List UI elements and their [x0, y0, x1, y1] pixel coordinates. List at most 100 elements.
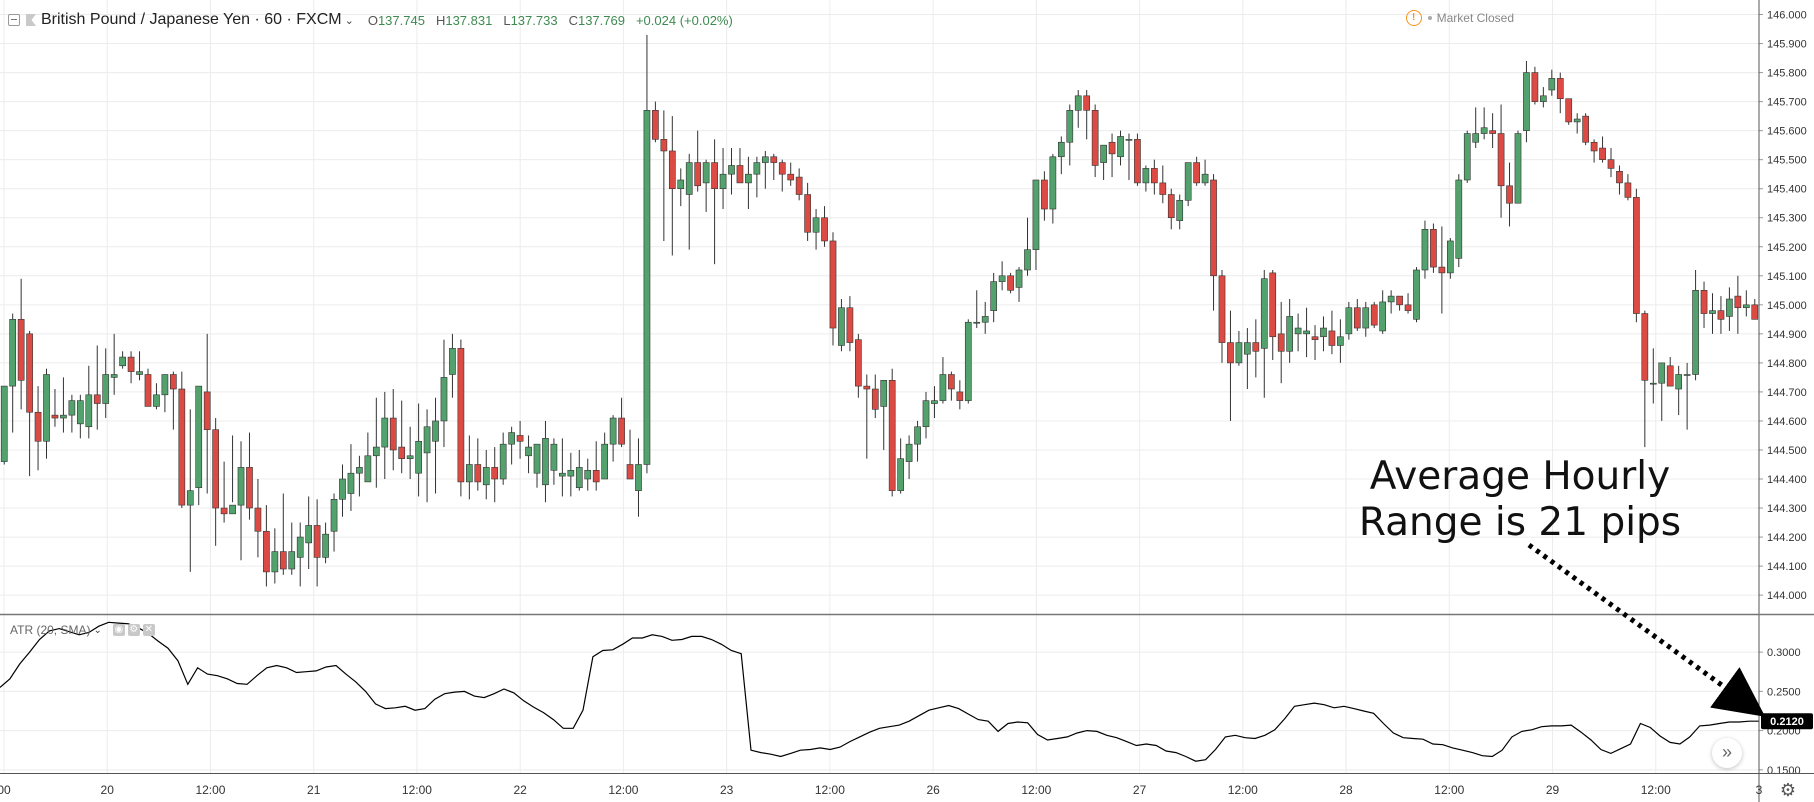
- candle-body: [1074, 95, 1082, 111]
- candle-body: [829, 240, 837, 329]
- time-label: 27: [1133, 783, 1147, 797]
- double-chevron-right-icon[interactable]: »: [1712, 738, 1742, 768]
- candle-body: [1742, 304, 1750, 309]
- settings-icon[interactable]: ⚙: [127, 624, 140, 636]
- candle-body: [1666, 365, 1674, 387]
- time-label: 12:00: [1021, 783, 1051, 797]
- candle-body: [1599, 147, 1606, 160]
- candle-body: [542, 438, 549, 486]
- atr-label[interactable]: ATR (20, SMA): [10, 623, 91, 637]
- candle-body: [110, 374, 118, 378]
- annotation-line-2: Range is 21 pips: [1358, 500, 1682, 545]
- candle-body: [1353, 307, 1361, 329]
- time-label: 12:00: [815, 783, 845, 797]
- candle-body: [702, 162, 710, 184]
- atr-pane[interactable]: [0, 621, 1759, 762]
- candle-body: [821, 217, 828, 242]
- candle-body: [1201, 173, 1209, 184]
- candle-body: [491, 467, 499, 480]
- annotation-line-1: Average Hourly: [1369, 454, 1671, 499]
- candle-body: [905, 443, 913, 462]
- candle-body: [1227, 342, 1234, 364]
- candle-body: [609, 417, 617, 445]
- grid-lines: [0, 0, 1760, 773]
- price-change: +0.024 (+0.02%): [635, 12, 733, 28]
- time-label: 22: [513, 783, 527, 797]
- price-tick-label: 145.200: [1767, 242, 1807, 254]
- candle-body: [220, 507, 228, 515]
- candle-body: [339, 478, 346, 500]
- time-label: 12:00: [1641, 783, 1671, 797]
- candle-body: [356, 467, 363, 474]
- candle-body: [34, 411, 42, 442]
- candle-body: [1413, 269, 1420, 320]
- candle-body: [449, 348, 456, 375]
- atr-chevron-down-icon[interactable]: ⌄: [93, 624, 102, 636]
- candle-body: [1514, 133, 1522, 204]
- candle-body: [1049, 156, 1057, 210]
- candle-body: [398, 446, 406, 459]
- candle-body: [677, 179, 685, 189]
- candle-body: [964, 321, 972, 401]
- candle-body: [364, 455, 372, 483]
- collapse-icon[interactable]: [8, 14, 20, 26]
- market-status-label: Market Closed: [1436, 11, 1514, 25]
- candle-body: [1370, 304, 1378, 326]
- candle-body: [127, 356, 135, 372]
- candle-body: [1624, 182, 1632, 198]
- atr-value-badge: [1761, 713, 1813, 730]
- candle-body: [575, 467, 583, 489]
- candle-body: [279, 551, 287, 570]
- candle-body: [618, 417, 625, 445]
- candle-body: [956, 391, 964, 401]
- candle-body: [68, 400, 76, 416]
- candle-body: [855, 339, 862, 387]
- candle-body: [1193, 162, 1200, 184]
- candle-body: [914, 426, 921, 445]
- price-tick-label: 145.500: [1767, 155, 1807, 167]
- price-tick-label: 144.600: [1767, 416, 1807, 428]
- candle-body: [1100, 144, 1107, 163]
- candle-body: [457, 348, 465, 483]
- candle-body: [516, 435, 524, 442]
- candle-body: [1616, 170, 1623, 184]
- candle-body: [1244, 342, 1251, 355]
- symbol-title[interactable]: British Pound / Japanese Yen · 60 · FXCM: [41, 11, 342, 28]
- candle-body: [998, 275, 1006, 282]
- candle-body: [415, 440, 422, 474]
- candle-body: [1294, 327, 1302, 335]
- candle-body: [1489, 130, 1496, 134]
- time-axis[interactable]: 00 20 12:00 21 12:00 22 12:00 23 12:00 26 12:00 27 1…: [0, 783, 1763, 797]
- candle-body: [322, 533, 329, 558]
- candle-body: [1260, 278, 1268, 349]
- candle-body: [990, 281, 998, 311]
- candle-body: [1717, 310, 1725, 320]
- candle-body: [1607, 159, 1615, 169]
- close-icon[interactable]: ✕: [142, 624, 155, 636]
- eye-icon[interactable]: ◉: [112, 624, 125, 636]
- candle-body: [1404, 304, 1412, 311]
- candle-body: [1523, 72, 1530, 131]
- candle-body: [711, 162, 718, 189]
- candle-body: [1692, 290, 1699, 375]
- candle-body: [93, 394, 101, 404]
- candle-body: [1328, 330, 1336, 346]
- candle-body: [288, 551, 296, 570]
- candle-body: [559, 472, 566, 477]
- atr-tick-label: 0.2500: [1767, 686, 1801, 698]
- chevron-down-icon[interactable]: ⌄: [344, 14, 354, 27]
- candle-body: [939, 374, 947, 401]
- candle-body: [1150, 168, 1158, 184]
- candle-body: [1396, 295, 1403, 306]
- candle-body: [76, 400, 84, 425]
- price-pane[interactable]: [0, 34, 1759, 587]
- candle-body: [1337, 336, 1344, 346]
- price-tick-label: 144.000: [1767, 590, 1807, 602]
- gear-icon[interactable]: ⚙: [1779, 780, 1797, 800]
- candle-body: [761, 156, 769, 163]
- candle-body: [1015, 269, 1023, 288]
- time-label: 00: [0, 783, 11, 797]
- candle-body: [161, 374, 169, 396]
